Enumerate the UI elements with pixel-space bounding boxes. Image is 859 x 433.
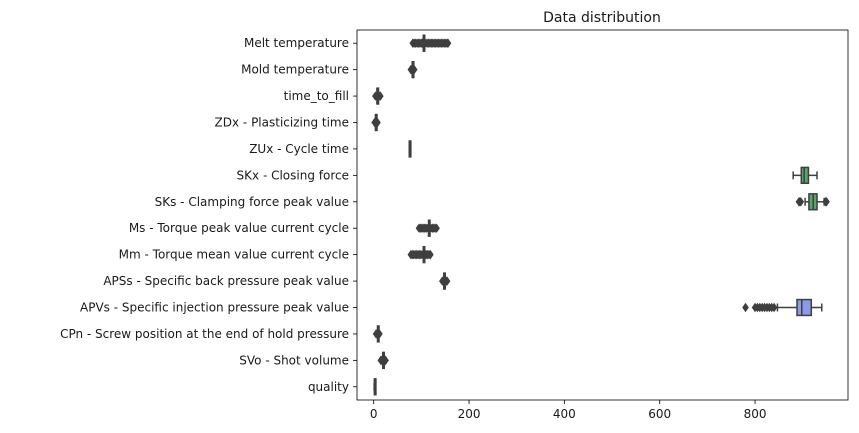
category-label: SVo - Shot volume [239, 353, 349, 367]
category-label: APVs - Specific injection pressure peak … [80, 301, 349, 315]
outlier-point [419, 38, 426, 48]
category-label: ZDx - Plasticizing time [215, 116, 349, 130]
outlier-point [770, 302, 778, 313]
plot-area: 0 200 400 600 800 Melt temperature Mold temper… [60, 29, 849, 421]
plot-frame [356, 29, 849, 401]
outlier-point [433, 223, 440, 233]
category-label: CPn - Screw position at the end of hold … [60, 327, 349, 341]
box-group: APVs - Specific injection pressure peak … [80, 298, 823, 317]
box-group: Ms - Torque peak value current cycle [129, 219, 440, 237]
category-label: Ms - Torque peak value current cycle [129, 221, 349, 235]
box-group: ZDx - Plasticizing time [215, 113, 381, 132]
outlier-point [797, 197, 805, 207]
box-group: quality [308, 378, 377, 396]
outlier-point [427, 249, 434, 260]
x-tick-label: 400 [553, 407, 576, 421]
outlier-point [742, 302, 749, 313]
category-label: Mold temperature [241, 63, 349, 77]
box-group: APSs - Specific back pressure peak value [103, 272, 451, 290]
category-label: APSs - Specific back pressure peak value [103, 274, 349, 288]
outlier-point [444, 38, 452, 48]
box-group: time_to_fill [284, 87, 384, 105]
category-label: ZUx - Cycle time [249, 142, 349, 156]
x-tick-label: 200 [458, 407, 481, 421]
category-label: time_to_fill [284, 89, 349, 103]
box-group: SKs - Clamping force peak value [155, 193, 830, 211]
outlier-point [823, 197, 830, 207]
box-group: ZUx - Cycle time [249, 140, 412, 158]
outlier-point [382, 355, 389, 366]
x-tick-label: 800 [744, 407, 767, 421]
box-group: CPn - Screw position at the end of hold … [60, 325, 383, 343]
outlier-point [376, 329, 383, 339]
outlier-point [374, 117, 381, 128]
category-label: quality [308, 380, 349, 394]
box-group: Melt temperature [244, 34, 452, 52]
box-group: Mold temperature [241, 60, 418, 79]
outlier-point [377, 91, 384, 101]
x-tick-label: 600 [648, 407, 671, 421]
outlier-point [422, 223, 430, 233]
box-iqr [796, 298, 813, 317]
category-label: SKs - Clamping force peak value [155, 195, 349, 209]
category-label: Mm - Torque mean value current cycle [119, 248, 349, 262]
chart-title: Data distribution [543, 10, 661, 26]
outlier-point [443, 276, 451, 286]
box-group: SKx - Closing force [237, 166, 818, 185]
box-group: SVo - Shot volume [239, 351, 389, 370]
outlier-point [417, 249, 425, 260]
x-tick-label: 0 [370, 407, 378, 421]
box-group: Mm - Torque mean value current cycle [119, 245, 434, 264]
category-label: SKx - Closing force [237, 168, 349, 182]
outlier-point [410, 64, 418, 75]
category-label: Melt temperature [244, 36, 349, 50]
